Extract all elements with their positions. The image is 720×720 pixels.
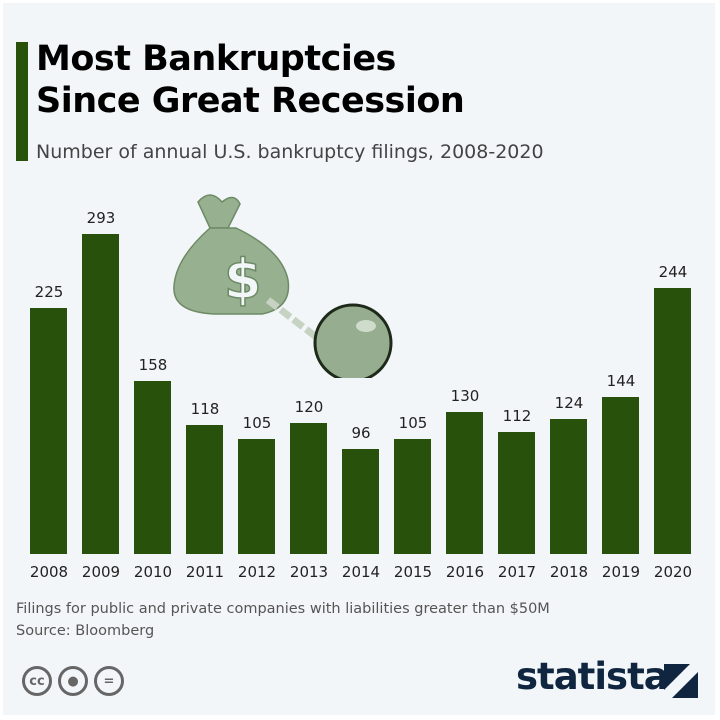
- bar-2013: [290, 423, 327, 554]
- x-axis-label: 2015: [393, 563, 433, 581]
- bar-value-label: 124: [554, 394, 584, 412]
- x-axis-label: 2009: [81, 563, 121, 581]
- bar-2015: [394, 439, 431, 554]
- attribution-icon[interactable]: ●: [58, 666, 88, 696]
- bar-2009: [82, 234, 119, 554]
- x-axis-label: 2013: [289, 563, 329, 581]
- x-axis-label: 2016: [445, 563, 485, 581]
- x-axis-label: 2020: [653, 563, 693, 581]
- x-axis-label: 2017: [497, 563, 537, 581]
- x-axis-label: 2011: [185, 563, 225, 581]
- bar-2019: [602, 397, 639, 554]
- bar-2014: [342, 449, 379, 554]
- x-axis-label: 2008: [29, 563, 69, 581]
- bar-2017: [498, 432, 535, 554]
- bar-2011: [186, 425, 223, 554]
- bar-value-label: 112: [502, 407, 532, 425]
- statista-logo-mark: [664, 664, 698, 698]
- x-axis-label: 2019: [601, 563, 641, 581]
- subtitle: Number of annual U.S. bankruptcy filings…: [36, 141, 544, 163]
- bar-value-label: 105: [398, 414, 428, 432]
- x-axis-label: 2010: [133, 563, 173, 581]
- bar-value-label: 130: [450, 387, 480, 405]
- no-derivatives-icon[interactable]: =: [94, 666, 124, 696]
- bar-value-label: 118: [190, 400, 220, 418]
- bar-2016: [446, 412, 483, 554]
- bar-value-label: 144: [606, 372, 636, 390]
- bar-2018: [550, 419, 587, 554]
- title-accent-bar: [16, 42, 28, 161]
- bar-value-label: 120: [294, 398, 324, 416]
- bar-value-label: 158: [138, 356, 168, 374]
- bar-2010: [134, 381, 171, 554]
- bar-value-label: 225: [34, 283, 64, 301]
- statista-logo[interactable]: statista: [516, 655, 669, 698]
- bar-value-label: 105: [242, 414, 272, 432]
- x-axis-label: 2012: [237, 563, 277, 581]
- bar-value-label: 96: [351, 424, 371, 442]
- footnote: Filings for public and private companies…: [16, 601, 550, 639]
- bar-value-label: 293: [86, 209, 116, 227]
- bar-2020: [654, 288, 691, 554]
- x-axis-label: 2018: [549, 563, 589, 581]
- cc-icon[interactable]: cc: [22, 666, 52, 696]
- x-axis-label: 2014: [341, 563, 381, 581]
- bar-value-label: 244: [658, 263, 688, 281]
- bar-2008: [30, 308, 67, 554]
- svg-text:$: $: [224, 248, 262, 311]
- page-title: Most Bankruptcies Since Great Recession: [36, 39, 465, 121]
- bar-2012: [238, 439, 275, 554]
- money-bag-ball-chain-icon: $: [173, 194, 393, 378]
